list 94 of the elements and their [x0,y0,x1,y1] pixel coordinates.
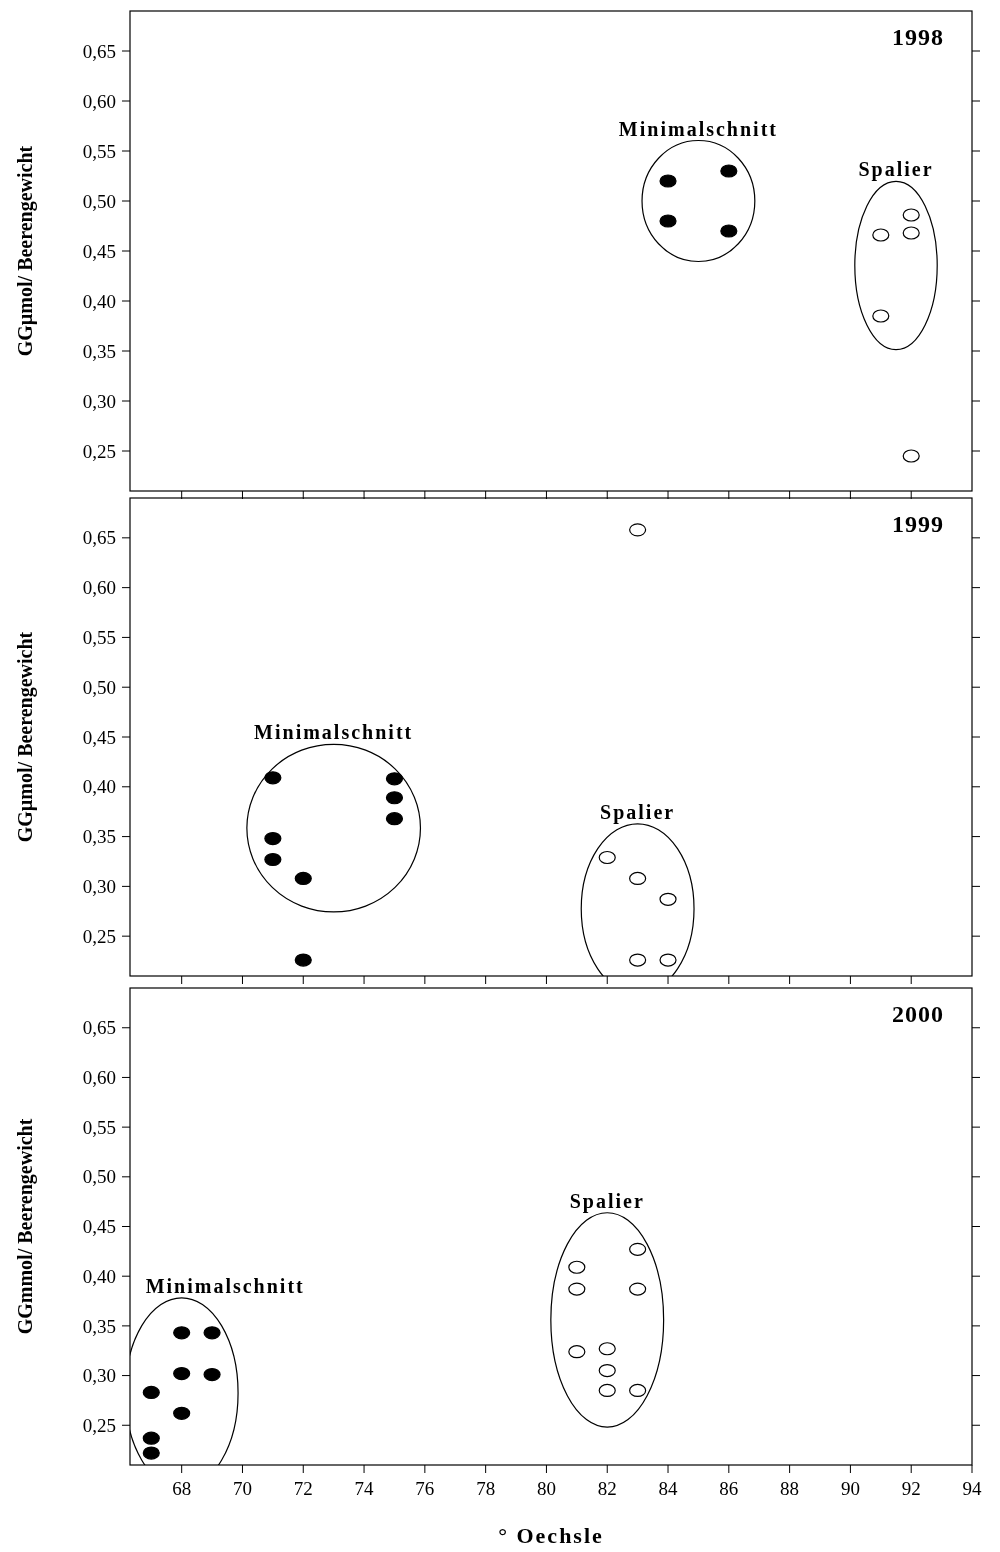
point [385,812,404,826]
x-tick-label: 70 [232,1478,252,1499]
y-tick-label: 0,65 [82,1017,116,1039]
y-tick-label: 0,45 [82,240,116,262]
point [629,871,647,886]
y-tick-label: 0,45 [82,726,116,748]
y-tick-label: 0,60 [82,577,116,599]
point [203,1367,221,1382]
y-tick-label: 0,40 [82,290,116,312]
x-tick-label: 76 [415,1478,435,1499]
y-tick-label: 0,55 [82,140,116,162]
x-axis-title: ° Oechsle [498,1523,604,1548]
y-tick-label: 0,60 [82,1067,116,1089]
point [629,1282,647,1296]
point [598,1363,616,1378]
series-label: Spalier [858,158,934,182]
point [902,449,920,463]
point [872,228,890,242]
y-tick-label: 0,60 [82,90,116,112]
x-tick-label: 78 [476,1478,496,1499]
y-tick-label: 0,50 [82,676,116,698]
y-tick-label: 0,30 [82,1365,116,1387]
point [720,224,738,238]
series-label: Minimalschnitt [254,721,414,744]
point [629,953,647,967]
x-tick-label: 68 [172,1478,192,1499]
x-tick-label: 82 [597,1478,617,1499]
point [629,1383,647,1398]
point [598,1383,616,1398]
point [173,1406,191,1420]
point [629,523,647,537]
x-tick-label: 90 [840,1478,860,1499]
text: 1998 [892,24,944,50]
y-tick-label: 0,35 [82,1315,116,1337]
series-label: Spalier [600,800,676,824]
point [142,1446,160,1460]
point [568,1345,586,1359]
y-tick-label: 0,65 [82,40,116,62]
point [598,1342,616,1356]
x-tick-label: 74 [354,1478,375,1499]
x-tick-label: 84 [658,1478,679,1499]
y-tick-label: 0,40 [82,776,116,798]
point [264,771,282,785]
point [659,953,677,967]
y-tick-label: 0,35 [82,826,116,848]
point [598,850,616,865]
y-tick-label: 0,30 [82,390,116,412]
y-tick-label: 0,40 [82,1265,116,1287]
text: Minimalschnitt [145,1274,305,1297]
point [659,174,677,188]
point [568,1260,586,1274]
y-tick-label: 0,35 [82,340,116,362]
point [385,772,404,786]
y-axis-title: GGµmol/ Beerengewicht [14,631,37,843]
point [902,226,920,240]
point [568,1282,586,1296]
y-tick-label: 0,55 [82,1116,116,1138]
point [142,1385,160,1400]
text: Minimalschnitt [618,117,778,140]
point [720,164,738,178]
y-tick-label: 0,55 [82,627,116,649]
y-axis-title: GGmmol/ Beerengewicht [14,1118,37,1335]
point [294,953,312,967]
y-tick-label: 0,30 [82,876,116,898]
x-tick-label: 86 [719,1478,739,1499]
point [872,309,890,323]
y-tick-label: 0,25 [82,1414,116,1436]
y-tick-label: 0,45 [82,1216,116,1238]
point [902,208,920,222]
x-tick-label: 92 [901,1478,921,1499]
point [264,852,282,867]
point [173,1326,191,1340]
point [659,214,677,228]
point [142,1431,160,1445]
point [203,1326,221,1340]
point [294,871,312,886]
y-axis-title: GGµmol/ Beerengewicht [14,145,37,357]
point [385,791,404,805]
y-tick-label: 0,65 [82,527,116,549]
text: 1999 [892,511,944,537]
point [264,831,282,846]
text: 2000 [892,1001,944,1027]
point [659,892,677,906]
x-tick-label: 80 [536,1478,556,1499]
x-tick-label: 94 [962,1478,982,1499]
y-tick-label: 0,50 [82,190,116,212]
x-tick-label: 72 [293,1478,313,1499]
x-tick-label: 88 [780,1478,800,1499]
point [629,1242,647,1256]
y-tick-label: 0,50 [82,1166,116,1188]
series-label: Spalier [569,1189,645,1213]
point [173,1366,191,1381]
y-tick-label: 0,25 [82,925,116,947]
y-tick-label: 0,25 [82,440,116,462]
